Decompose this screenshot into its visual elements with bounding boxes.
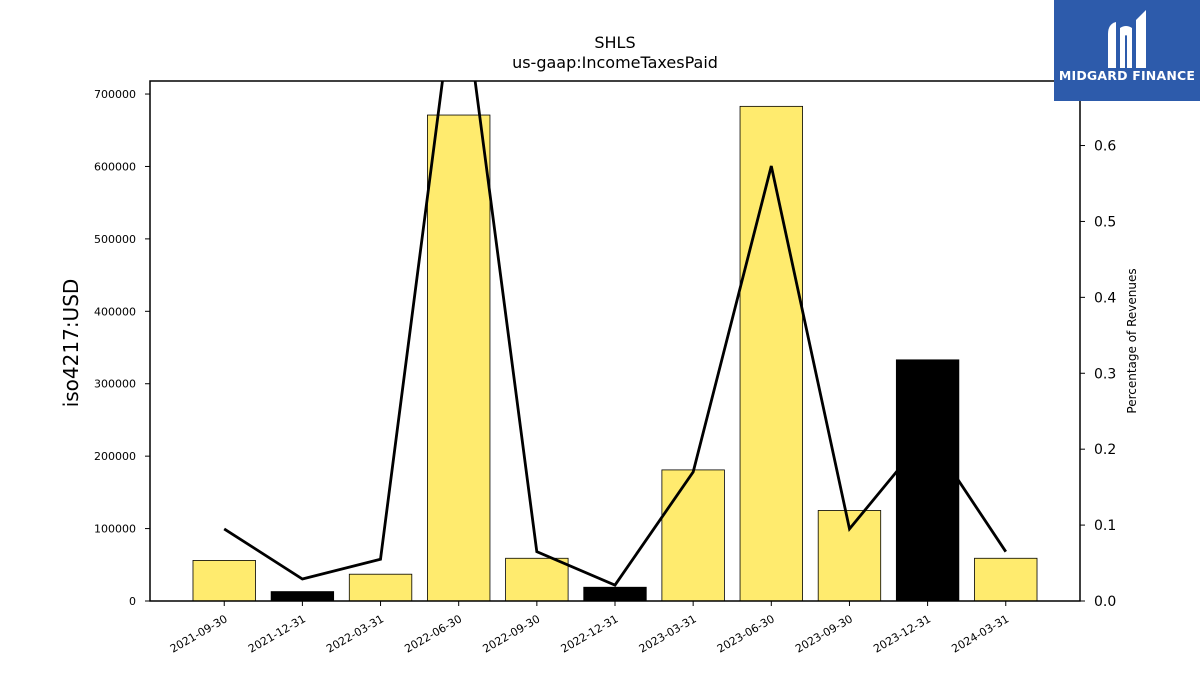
bar-2022-12-31 — [583, 586, 647, 602]
right-tick-label: 0.5 — [1094, 214, 1116, 230]
left-tick-label: 700000 — [94, 88, 136, 101]
right-tick-label: 0.2 — [1094, 442, 1116, 458]
brand-logo: MIDGARD FINANCE — [1054, 0, 1200, 101]
right-axis: 0.0 0.1 0.2 0.3 0.4 0.5 0.6 — [1080, 139, 1116, 610]
right-axis-label: Percentage of Revenues — [1125, 268, 1139, 413]
x-tick-label: 2024-03-31 — [949, 612, 1011, 655]
x-tick-label: 2023-12-31 — [871, 612, 933, 655]
line-group — [223, 81, 1007, 587]
x-tick-label: 2021-09-30 — [168, 612, 230, 655]
right-tick-label: 0.1 — [1094, 518, 1116, 534]
bar-2021-09-30 — [192, 560, 256, 602]
x-tick-label: 2023-03-31 — [637, 612, 699, 655]
x-tick-label: 2023-06-30 — [715, 612, 777, 655]
x-tick-label: 2022-03-31 — [324, 612, 386, 655]
left-axis: 0 100000 200000 300000 400000 500000 600000 700… — [94, 88, 150, 608]
brand-name: MIDGARD FINANCE — [1058, 68, 1196, 83]
left-tick-label: 600000 — [94, 160, 136, 173]
bar-2024-03-31 — [974, 557, 1038, 602]
left-tick-label: 200000 — [94, 450, 136, 463]
right-tick-label: 0.0 — [1094, 594, 1116, 610]
right-tick-label: 0.6 — [1094, 139, 1116, 155]
midgard-logo-icon — [1108, 10, 1146, 68]
left-tick-label: 100000 — [94, 523, 136, 536]
x-axis: 2021-09-30 2021-12-31 2022-03-31 2022-06-30… — [168, 601, 1011, 656]
bar-2023-12-31 — [895, 359, 960, 602]
left-tick-label: 0 — [129, 595, 136, 608]
left-tick-label: 500000 — [94, 233, 136, 246]
y-axis-label: iso4217:USD — [59, 279, 83, 408]
bar-2022-03-31 — [348, 573, 413, 602]
chart-title: SHLS — [594, 33, 635, 52]
percentage-line — [223, 81, 1007, 587]
x-tick-label: 2022-06-30 — [402, 612, 464, 655]
bar-2021-12-31 — [270, 591, 335, 602]
x-tick-label: 2022-12-31 — [559, 612, 621, 655]
x-tick-label: 2023-09-30 — [793, 612, 855, 655]
right-tick-label: 0.4 — [1094, 290, 1116, 306]
bar-2022-09-30 — [505, 557, 569, 602]
x-tick-label: 2021-12-31 — [246, 612, 308, 655]
left-tick-label: 300000 — [94, 378, 136, 391]
left-tick-label: 400000 — [94, 305, 136, 318]
bar-2022-06-30 — [427, 114, 491, 602]
bars-group — [192, 105, 1038, 602]
chart-subtitle: us-gaap:IncomeTaxesPaid — [512, 53, 718, 72]
right-tick-label: 0.3 — [1094, 366, 1116, 382]
bar-2023-03-31 — [661, 469, 725, 602]
bar-2023-06-30 — [739, 105, 803, 602]
x-tick-label: 2022-09-30 — [480, 612, 542, 655]
